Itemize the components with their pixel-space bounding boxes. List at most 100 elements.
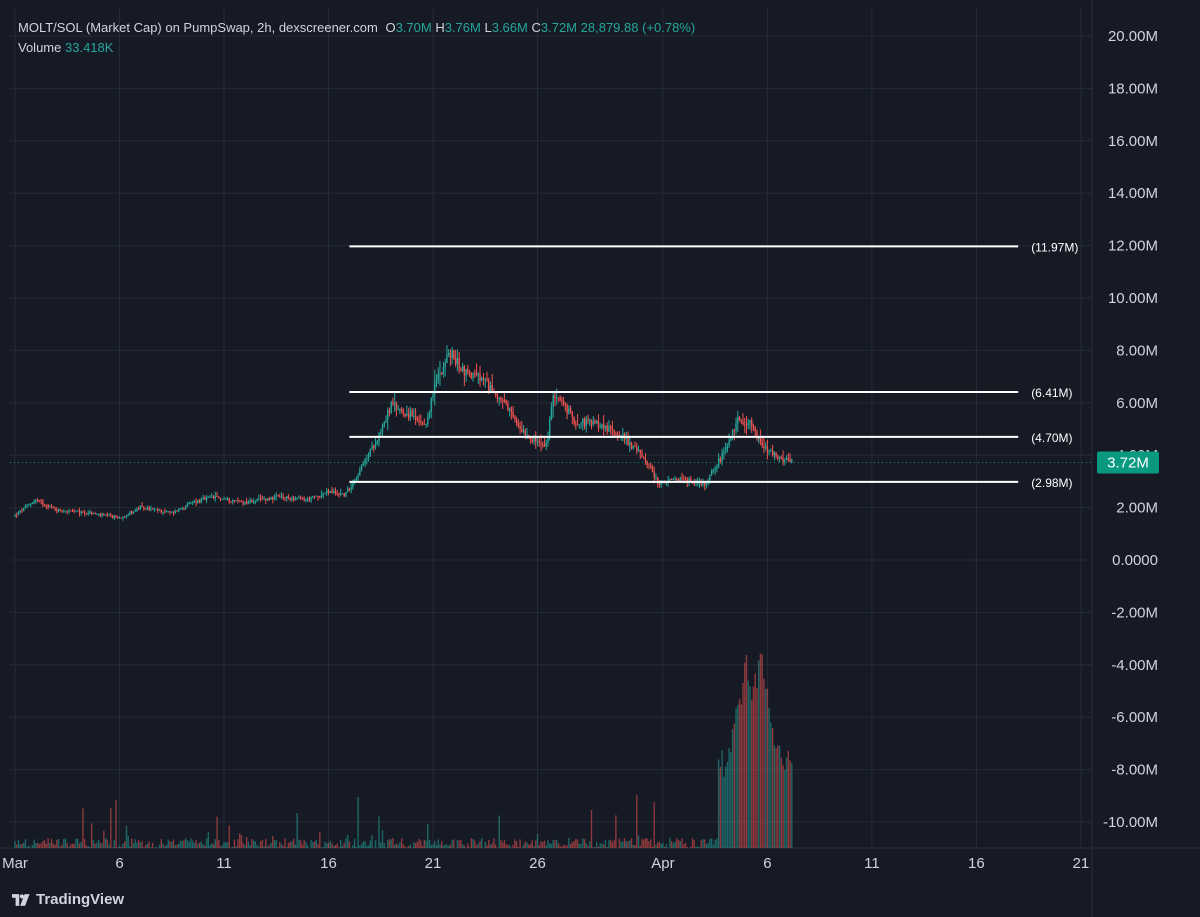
candle-body — [747, 423, 749, 426]
volume-bar — [474, 840, 476, 848]
symbol-title[interactable]: MOLT/SOL (Market Cap) on PumpSwap, 2h, d… — [18, 20, 378, 35]
volume-bar — [238, 833, 241, 848]
tradingview-brand[interactable]: TradingView — [12, 891, 124, 908]
candle-body — [313, 496, 316, 498]
volume-bar — [648, 840, 650, 848]
volume-bar — [66, 842, 68, 848]
candle-body — [319, 496, 321, 498]
candle-body — [38, 500, 41, 501]
volume-bar — [784, 769, 786, 848]
volume-bar — [315, 839, 318, 848]
candle-body — [778, 457, 781, 459]
volume-bar — [52, 843, 55, 848]
candle-body — [329, 491, 331, 493]
volume-bar — [456, 839, 459, 848]
volume-bar — [613, 840, 615, 848]
volume-bar — [172, 839, 175, 848]
candle-body — [406, 414, 408, 416]
volume-bar — [327, 842, 330, 848]
candle-body — [552, 395, 554, 408]
candle-body — [171, 512, 173, 513]
candle-body — [238, 500, 241, 502]
volume-bar — [674, 841, 676, 848]
candle-body — [409, 410, 412, 418]
candle-body — [174, 510, 176, 513]
volume-bar — [296, 812, 298, 848]
candle-body — [359, 469, 361, 476]
candle-body — [684, 478, 687, 480]
volume-bar — [728, 747, 730, 848]
candle-body — [92, 513, 95, 515]
volume-bar — [768, 707, 770, 848]
volume-bar — [566, 845, 568, 848]
volume-bar — [306, 845, 309, 848]
candle-body — [369, 449, 371, 455]
volume-bar — [789, 760, 791, 848]
candle-body — [57, 509, 60, 512]
candle-body — [89, 512, 91, 514]
horizontal-levels[interactable]: (11.97M) (6.41M) (4.70M) (2.98M) — [349, 240, 1078, 490]
last-price-marker: 3.72M — [10, 451, 1159, 474]
volume-bar — [751, 700, 753, 848]
volume-bar — [447, 845, 450, 848]
volume-bar — [618, 838, 621, 848]
volume-bar — [653, 802, 655, 848]
volume-bar — [632, 845, 634, 848]
candle-body — [425, 424, 427, 426]
candle-body — [491, 385, 493, 391]
volume-bar — [120, 846, 122, 848]
volume-bar — [263, 846, 265, 848]
candle-body — [80, 511, 82, 513]
last-price-label: 3.72M — [1107, 455, 1149, 472]
volume-bar — [252, 840, 255, 848]
volume-bar — [144, 845, 147, 848]
candle-body — [726, 445, 729, 450]
price-tick-label: -10.00M — [1103, 814, 1158, 831]
candle-body — [153, 509, 156, 510]
price-axis[interactable]: 20.00M 18.00M 16.00M 14.00M 12.00M 10.00M 8.00… — [1103, 28, 1158, 831]
candle-body — [360, 465, 363, 470]
candle-body — [655, 477, 657, 479]
volume-bar — [430, 844, 432, 848]
volume-bar — [345, 838, 347, 848]
candle-body — [428, 412, 431, 418]
volume-bar — [360, 843, 363, 848]
candle-body — [200, 498, 203, 503]
volume-bar — [658, 841, 661, 848]
candle-body — [489, 385, 492, 392]
volume-bar — [568, 838, 570, 848]
volume-bar — [757, 660, 760, 848]
candle-body — [294, 498, 297, 501]
candle-body — [451, 350, 453, 358]
candle-body — [158, 509, 161, 511]
volume-bar — [292, 838, 295, 848]
candle-body — [404, 414, 406, 416]
time-axis[interactable]: Mar 6 11 16 21 26 Apr 6 11 16 21 — [2, 855, 1089, 872]
volume-bar — [627, 841, 629, 848]
volume-bar — [670, 841, 673, 848]
candle-body — [308, 498, 311, 501]
candle-body — [66, 511, 68, 513]
volume-bar — [416, 841, 419, 848]
volume-bar — [580, 844, 582, 848]
candle-body — [461, 366, 464, 372]
candle-body — [191, 501, 194, 503]
candle-body — [503, 400, 506, 402]
volume-bar — [597, 846, 600, 848]
volume-label[interactable]: Volume — [18, 40, 62, 55]
volume-bar — [380, 842, 382, 848]
volume-bar — [489, 844, 492, 848]
candle-body — [28, 504, 30, 506]
price-tick-label: -8.00M — [1111, 762, 1158, 779]
volume-bar — [636, 794, 638, 848]
volume-bar — [749, 686, 751, 848]
volume-bar — [665, 844, 668, 848]
candle-body — [606, 425, 608, 432]
candle-body — [352, 483, 354, 488]
candle-body — [512, 411, 514, 417]
candle-body — [364, 459, 366, 464]
volume-bar — [437, 839, 439, 848]
candle-body — [704, 482, 706, 486]
volume-bar — [319, 831, 321, 848]
